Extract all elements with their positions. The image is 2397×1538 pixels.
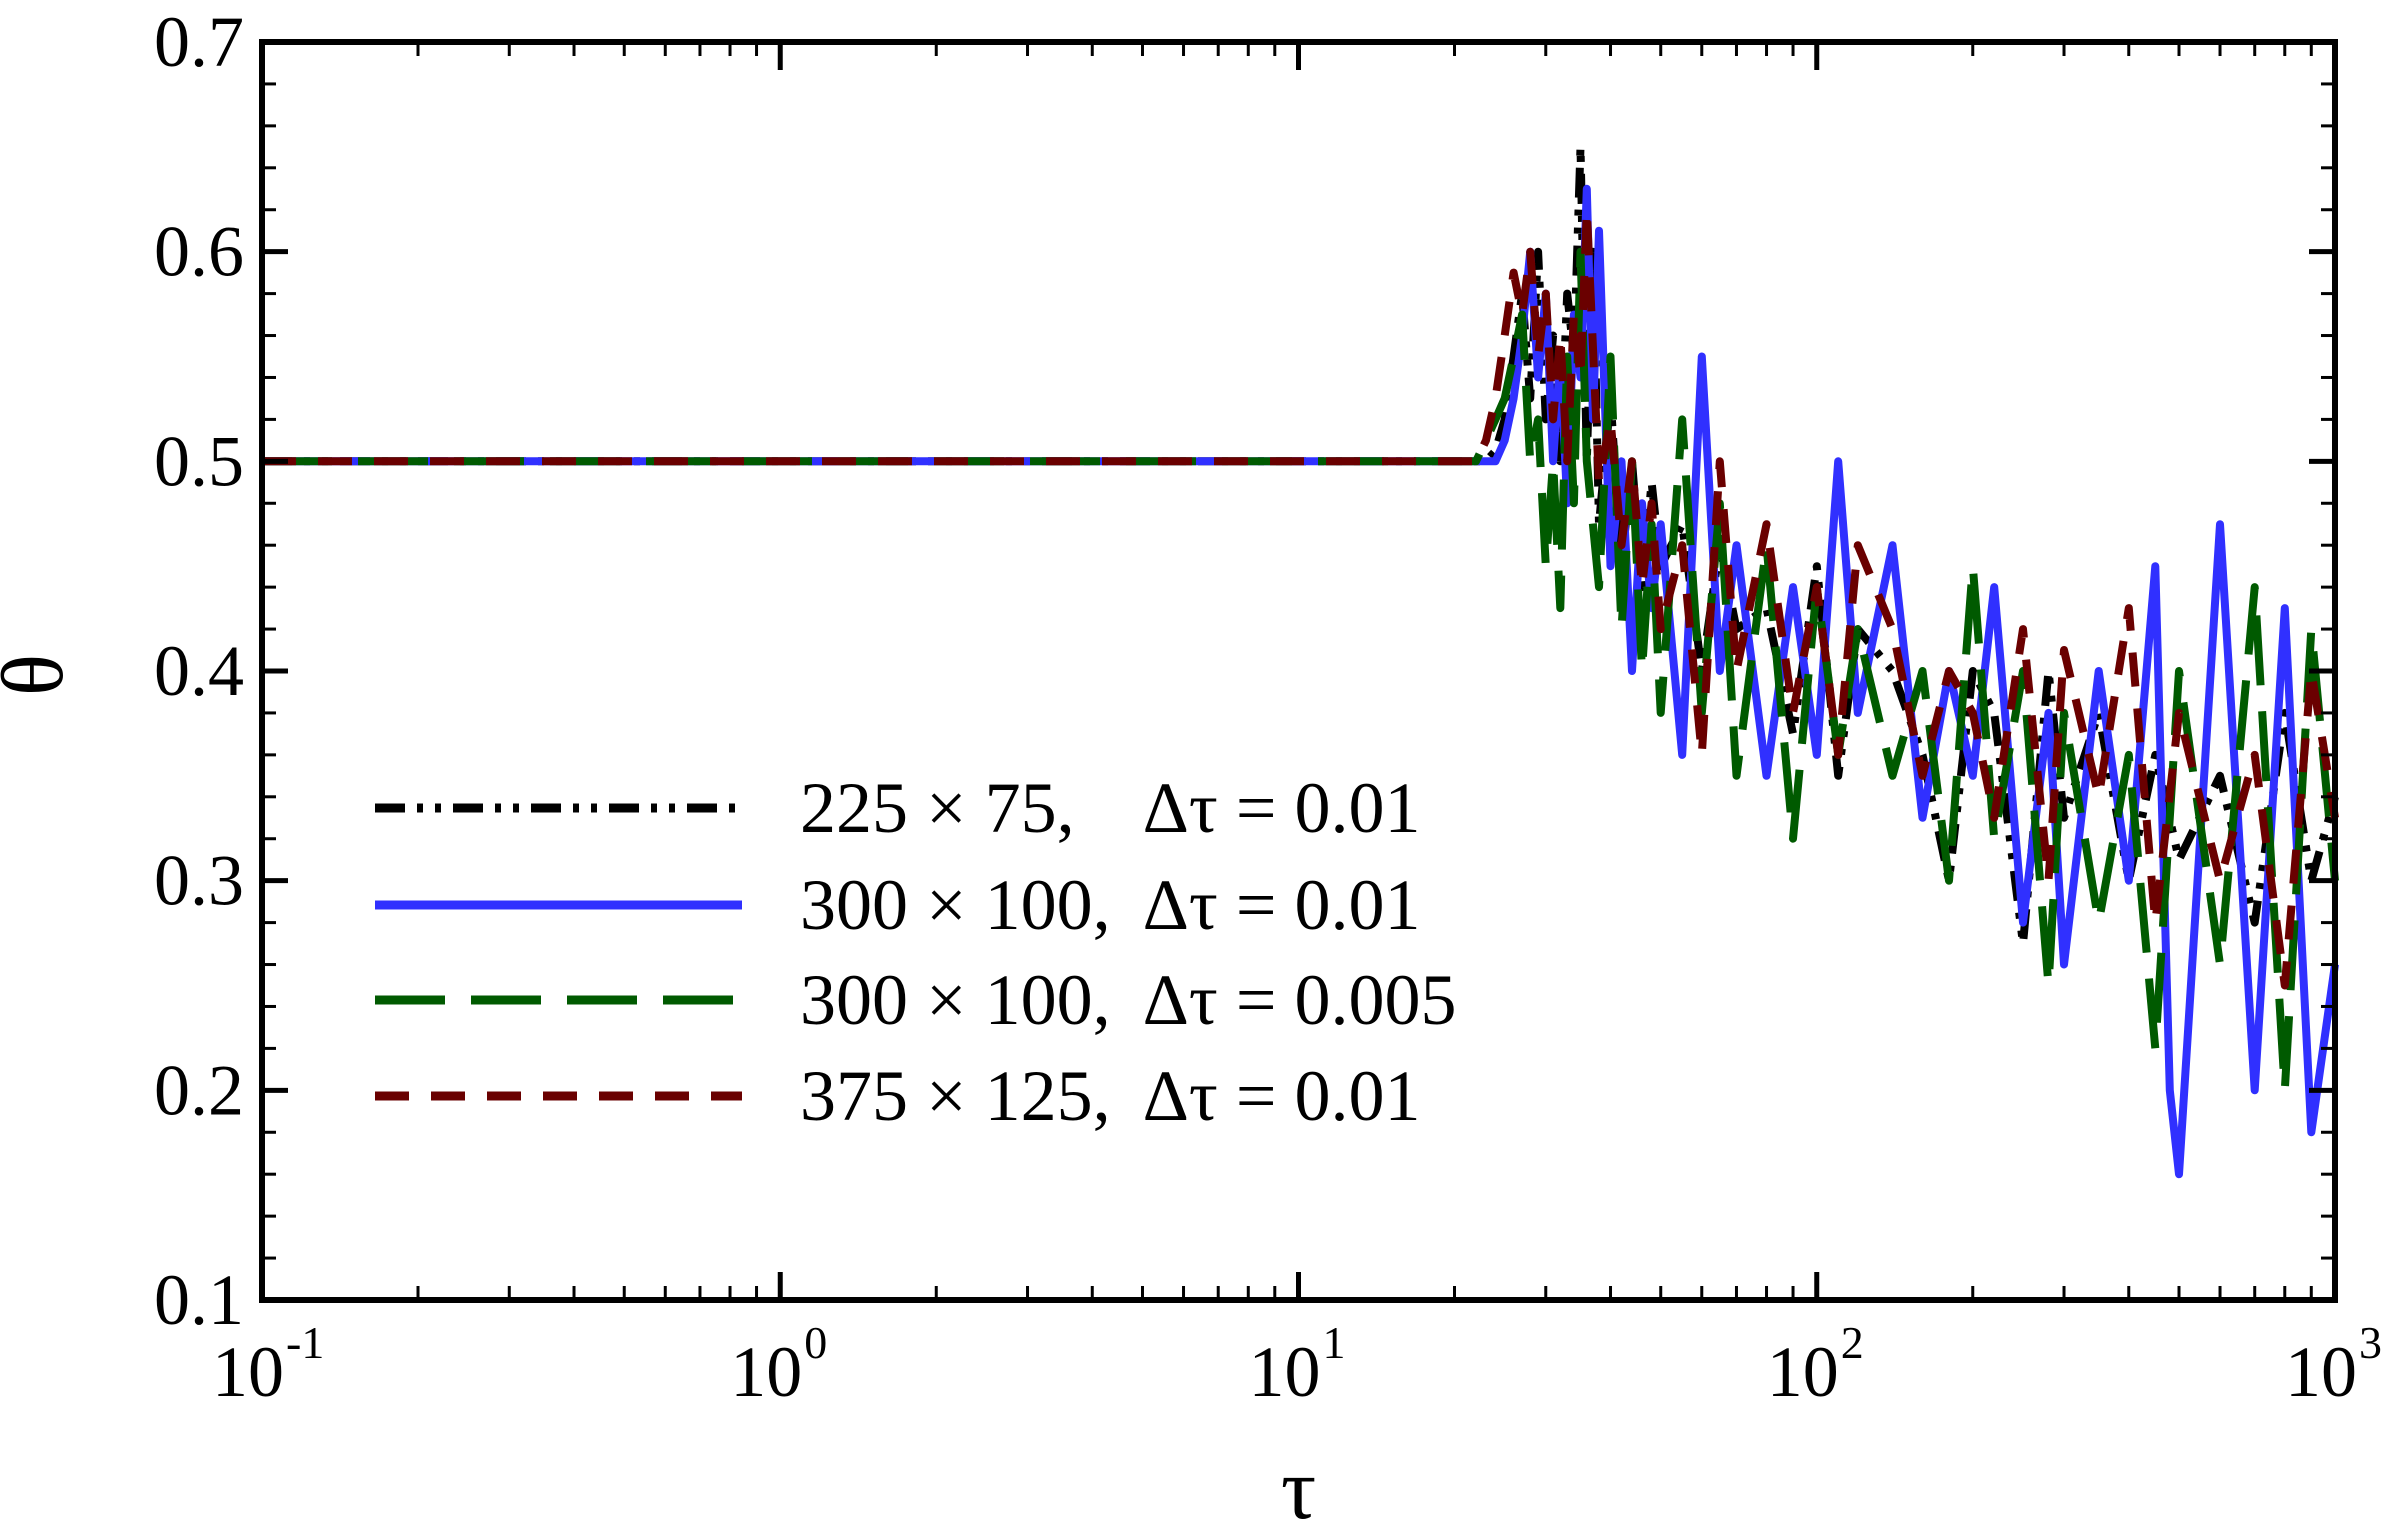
y-tick-label: 0.4 — [154, 631, 244, 711]
x-tick-exponent: 2 — [1841, 1317, 1864, 1368]
legend-label-2: 300 × 100, Δτ = 0.01 — [800, 865, 1420, 945]
x-tick-label: 10 — [730, 1332, 802, 1412]
x-axis-title: τ — [1281, 1441, 1316, 1538]
y-axis-title: θ — [0, 654, 82, 696]
series-line-4 — [262, 205, 2339, 990]
x-tick-exponent: 1 — [1323, 1317, 1346, 1368]
legend-label-1: 225 × 75, Δτ = 0.01 — [800, 768, 1420, 848]
x-tick-label: 10 — [1249, 1332, 1321, 1412]
y-tick-label: 0.7 — [154, 2, 244, 82]
x-tick-exponent: -1 — [286, 1317, 324, 1368]
tick-layer: 0.10.20.30.40.50.60.710 -1 10 0 10 1 10 2 10 3 — [154, 2, 2382, 1412]
x-tick-label: 10 — [212, 1332, 284, 1412]
x-tick-exponent: 3 — [2359, 1317, 2382, 1368]
x-tick-exponent: 0 — [804, 1317, 827, 1368]
x-tick-label: 10 — [2285, 1332, 2357, 1412]
legend-label-3: 300 × 100, Δτ = 0.005 — [800, 960, 1456, 1040]
legend-label-4: 375 × 125, Δτ = 0.01 — [800, 1056, 1420, 1136]
y-tick-label: 0.1 — [154, 1260, 244, 1340]
y-tick-label: 0.2 — [154, 1050, 244, 1130]
y-tick-label: 0.3 — [154, 841, 244, 921]
series-line-2 — [262, 184, 2339, 1179]
series-layer — [262, 142, 2339, 1179]
y-tick-label: 0.6 — [154, 212, 244, 292]
y-tick-label: 0.5 — [154, 421, 244, 501]
legend: 225 × 75, Δτ = 0.01 300 × 100, Δτ = 0.01 3… — [375, 768, 1456, 1136]
x-tick-label: 10 — [1767, 1332, 1839, 1412]
